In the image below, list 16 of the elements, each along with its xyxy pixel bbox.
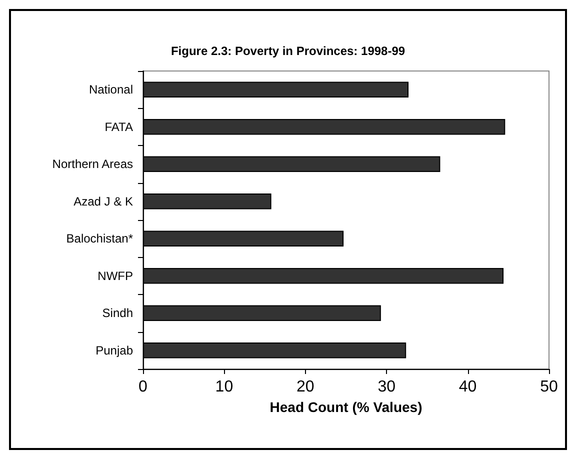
x-tick-label: 0 [138, 378, 148, 396]
y-tick-label: Punjab [96, 343, 134, 358]
x-tick-label: 40 [458, 378, 477, 396]
y-tick-label: FATA [104, 120, 133, 134]
y-tick-label: Azad J & K [74, 194, 133, 208]
x-axis-title: Head Count (% Values) [270, 398, 422, 415]
y-tick-label: National [88, 82, 133, 97]
x-tick-label: 20 [296, 378, 314, 396]
y-tick-label: Northern Areas [52, 157, 133, 172]
y-tick-label: Balochistan* [66, 232, 134, 246]
y-tick-label: NWFP [98, 268, 133, 283]
chart-title: Figure 2.3: Poverty in Provinces: 1998-99 [170, 44, 406, 58]
x-tick-label: 50 [540, 378, 558, 396]
x-tick-label: 10 [215, 378, 234, 396]
y-tick-label: Sindh [102, 306, 133, 320]
x-tick-label: 30 [378, 378, 396, 396]
